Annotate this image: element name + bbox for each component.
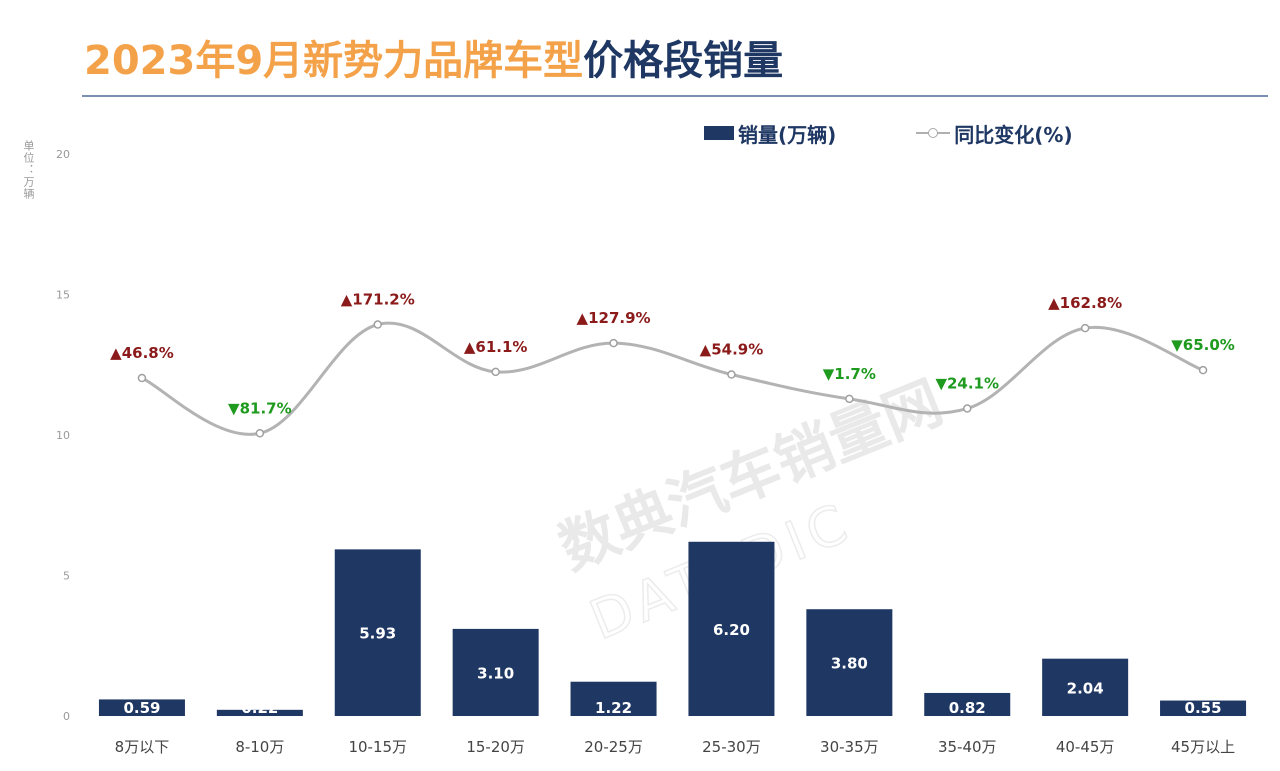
line-value-label: ▲162.8% <box>1048 294 1122 312</box>
x-axis: 8万以下 8-10万 10-15万 15-20万 20-25万 25-30万 30-35万 3… <box>115 738 1235 756</box>
line-point <box>491 367 500 377</box>
legend-line-label: 同比变化(%) <box>954 122 1073 147</box>
line-point <box>609 338 618 348</box>
x-tick-label: 40-45万 <box>1056 738 1115 756</box>
bar-value-label: 3.80 <box>831 655 868 673</box>
x-tick-label: 15-20万 <box>466 738 525 756</box>
bar <box>924 692 1011 716</box>
line-value-label: ▲61.1% <box>464 338 528 356</box>
line-point <box>727 370 736 379</box>
bar-value-label: 0.59 <box>123 699 160 717</box>
line-value-label: ▼65.0% <box>1171 336 1235 354</box>
x-tick-label: 8万以下 <box>115 738 170 756</box>
title-part-2: 价格段销量 <box>583 38 784 84</box>
line-value-label: ▼24.1% <box>935 374 999 392</box>
bar <box>1160 700 1247 716</box>
bar <box>806 609 893 716</box>
line-point <box>373 320 382 329</box>
bar-value-label: 2.04 <box>1067 679 1104 697</box>
bar-labels: 0.59 0.22 5.93 3.10 1.22 6.20 3.80 0.82 2.04 0.55 <box>123 621 1221 717</box>
bar <box>688 541 775 716</box>
line-value-label: ▼1.7% <box>823 365 876 383</box>
line-point <box>255 429 265 438</box>
bar <box>216 709 303 716</box>
bar-value-label: 1.22 <box>595 699 632 717</box>
bar-value-label: 5.93 <box>359 625 396 643</box>
line-series <box>137 320 1208 438</box>
x-tick-label: 25-30万 <box>702 738 761 756</box>
line-value-label: ▲54.9% <box>700 341 764 359</box>
line-value-label: ▲46.8% <box>110 344 174 362</box>
y-tick-label: 0 <box>63 710 70 723</box>
legend-item-line[interactable]: 同比变化(%) <box>916 119 1073 148</box>
x-tick-label: 35-40万 <box>938 738 997 756</box>
x-tick-label: 8-10万 <box>235 738 284 756</box>
bar-value-label: 0.55 <box>1185 699 1222 717</box>
legend-bar-swatch <box>704 126 734 140</box>
bar <box>334 549 421 716</box>
x-tick-label: 10-15万 <box>348 738 407 756</box>
bar <box>570 681 657 716</box>
line-value-label: ▲171.2% <box>341 291 415 309</box>
y-tick-label: 15 <box>56 289 70 302</box>
y-tick-label: 10 <box>56 429 70 442</box>
x-tick-label: 30-35万 <box>820 738 879 756</box>
bar <box>452 628 539 716</box>
legend-line-swatch <box>916 126 951 140</box>
chart-title: 2023年9月新势力品牌车型价格段销量 <box>84 28 783 88</box>
bar-value-label: 3.10 <box>477 664 514 682</box>
bar-value-label: 6.20 <box>713 621 750 639</box>
y-tick-label: 20 <box>56 148 70 161</box>
y-tick-label: 5 <box>63 570 70 583</box>
title-part-1: 2023年9月新势力品牌车型 <box>84 38 584 84</box>
line-value-label: ▼81.7% <box>228 399 292 417</box>
line-value-label: ▲127.9% <box>577 309 651 327</box>
line-point <box>845 394 854 404</box>
line-point <box>1198 365 1208 375</box>
bar-series <box>98 541 1247 716</box>
legend-item-bar[interactable]: 销量(万辆) <box>704 119 836 148</box>
x-tick-label: 20-25万 <box>584 738 643 756</box>
legend: 销量(万辆) 同比变化(%) <box>704 118 1153 148</box>
title-divider <box>82 95 1268 97</box>
x-tick-label: 45万以上 <box>1171 738 1235 756</box>
line-point <box>137 373 147 383</box>
y-axis: 0 5 10 15 20 <box>56 148 70 723</box>
line-path <box>141 321 1204 436</box>
bar-value-label: 0.22 <box>241 699 278 717</box>
line-point <box>963 404 972 413</box>
line-labels: ▲46.8% ▼81.7% ▲171.2% ▲61.1% ▲127.9% ▲54.9% ▼1… <box>110 291 1235 418</box>
bar <box>1042 658 1129 716</box>
legend-bar-label: 销量(万辆) <box>738 122 837 147</box>
line-point <box>1080 323 1090 333</box>
bar <box>98 699 185 716</box>
bar-value-label: 0.82 <box>949 699 986 717</box>
unit-label: 单位：万辆 <box>22 140 35 200</box>
